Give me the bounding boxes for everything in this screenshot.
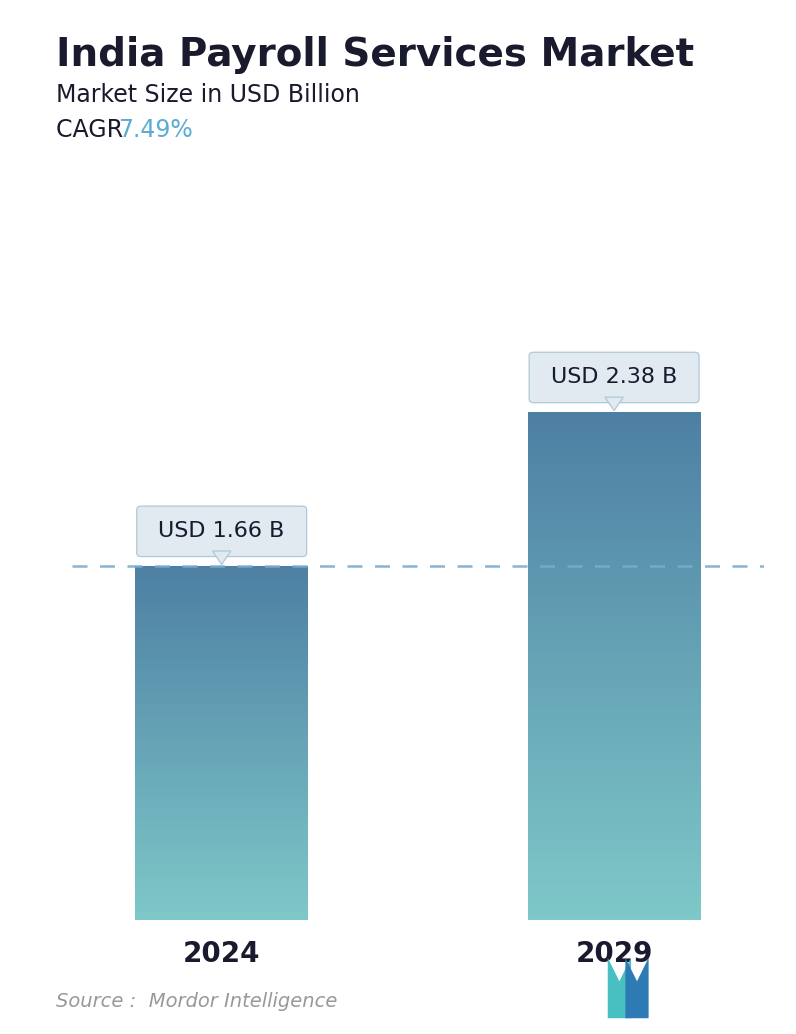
- Text: 7.49%: 7.49%: [118, 118, 193, 142]
- Text: Source :  Mordor Intelligence: Source : Mordor Intelligence: [56, 993, 337, 1011]
- FancyBboxPatch shape: [137, 506, 306, 556]
- Polygon shape: [608, 957, 631, 1018]
- Polygon shape: [213, 551, 231, 565]
- Polygon shape: [605, 397, 623, 410]
- Polygon shape: [626, 957, 649, 1018]
- Text: USD 1.66 B: USD 1.66 B: [158, 521, 285, 542]
- Text: Market Size in USD Billion: Market Size in USD Billion: [56, 83, 360, 107]
- Text: USD 2.38 B: USD 2.38 B: [551, 367, 677, 388]
- Text: India Payroll Services Market: India Payroll Services Market: [56, 36, 694, 74]
- Text: CAGR: CAGR: [56, 118, 138, 142]
- FancyBboxPatch shape: [529, 353, 699, 402]
